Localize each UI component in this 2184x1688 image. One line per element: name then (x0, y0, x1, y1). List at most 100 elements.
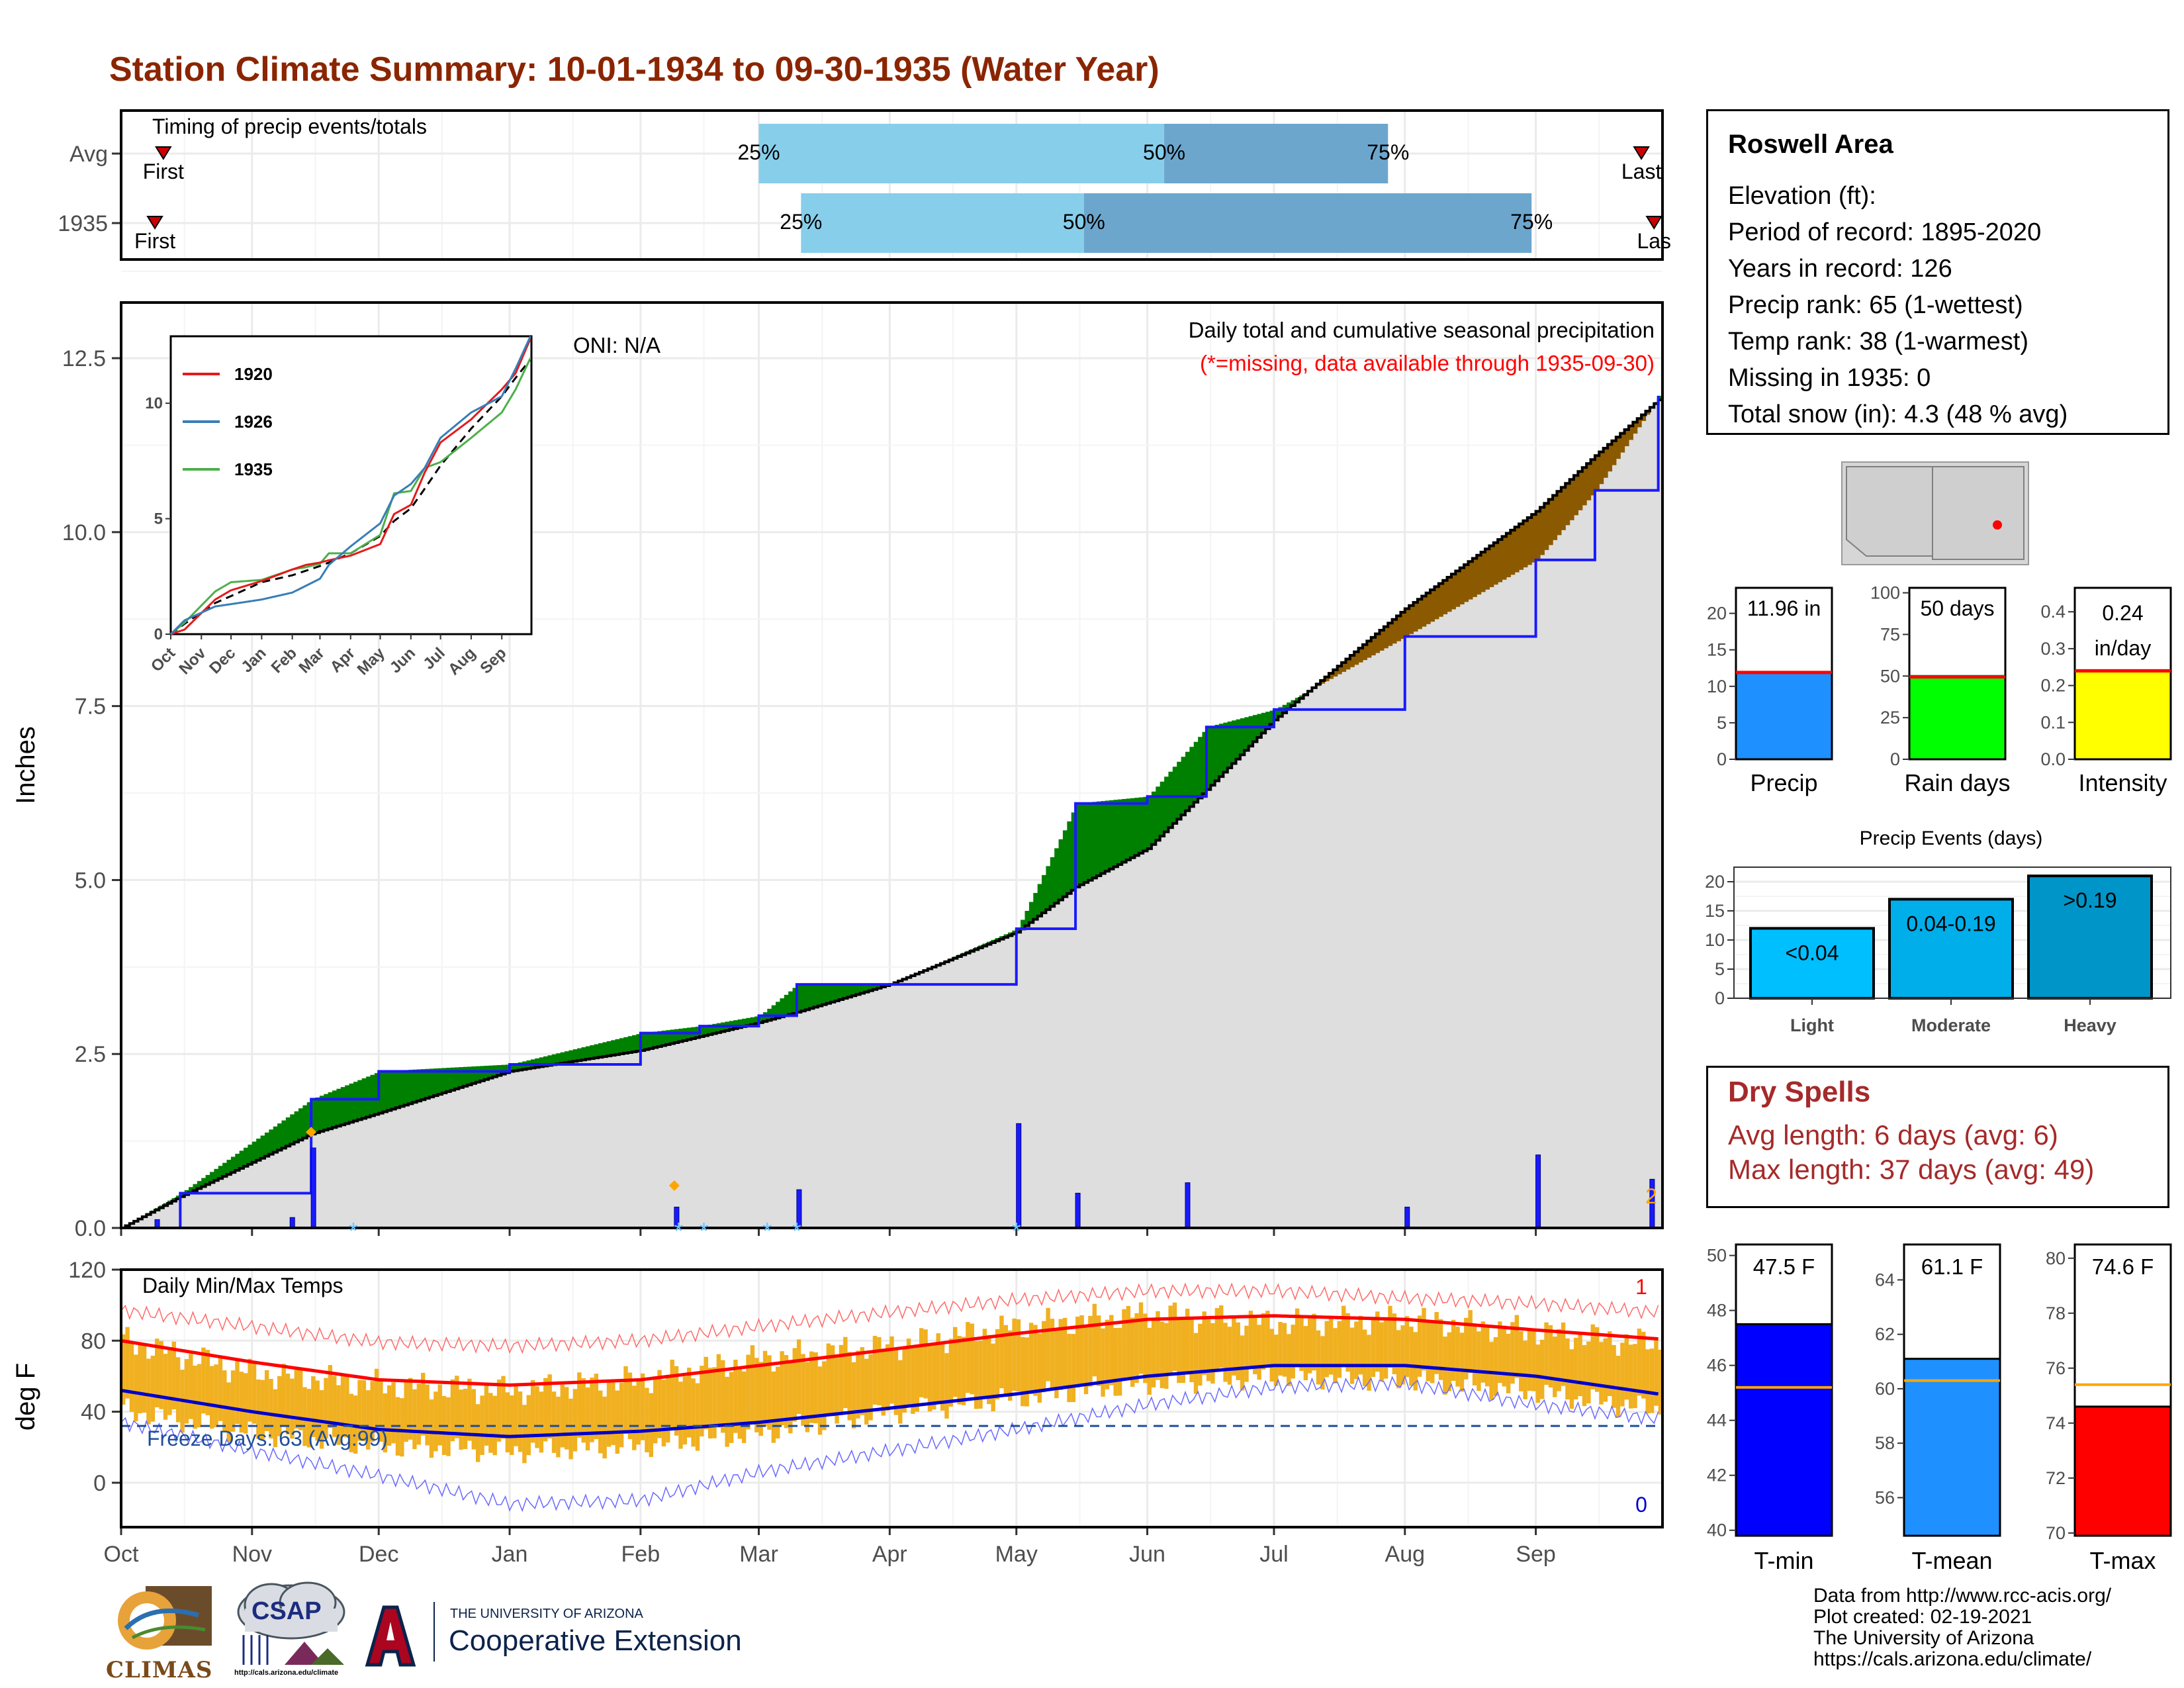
wetter-anomaly-strip (788, 991, 794, 1015)
daily-temp-bar (1645, 1349, 1650, 1414)
daily-temp-bar (784, 1355, 789, 1429)
daily-temp-bar (691, 1378, 696, 1447)
drier-anomaly-strip (1565, 483, 1570, 526)
first-label: First (143, 160, 184, 183)
drier-anomaly-strip (1544, 503, 1549, 550)
wetter-anomaly-strip (700, 1026, 705, 1037)
temp-ytick-label: 0 (93, 1471, 106, 1496)
daily-temp-bar (138, 1345, 142, 1414)
wetter-anomaly-strip (1096, 801, 1101, 876)
wetter-anomaly-strip (577, 1048, 582, 1061)
daily-temp-bar (1641, 1331, 1646, 1399)
daily-temp-bar (1447, 1332, 1451, 1391)
timing-bar-50-75 (1164, 124, 1388, 183)
wetter-anomaly-strip (441, 1068, 447, 1094)
drier-anomaly-strip (1367, 641, 1372, 658)
wetter-anomaly-strip (606, 1041, 612, 1056)
wetter-anomaly-strip (1134, 798, 1140, 856)
temp-summary-fill (1903, 1358, 2001, 1537)
snow-asterisk-icon: * (1012, 1217, 1021, 1244)
daily-temp-bar (1079, 1315, 1084, 1387)
events-frame (1733, 867, 2171, 999)
daily-temp-bar (1210, 1323, 1215, 1384)
daily-temp-bar (1582, 1345, 1587, 1407)
daily-temp-bar (877, 1336, 882, 1406)
wetter-anomaly-strip (776, 1002, 781, 1018)
daily-precip-bar (1185, 1182, 1191, 1229)
daily-temp-bar (488, 1393, 493, 1453)
daily-temp-bar (501, 1376, 506, 1439)
daily-temp-bar (1506, 1333, 1511, 1393)
month-axis-label: Oct (104, 1542, 139, 1567)
station-line-missing: Missing in 1935: 0 (1728, 364, 1931, 392)
daily-temp-bar (315, 1380, 320, 1441)
avg-min-line (120, 1364, 1659, 1438)
daily-temp-bar (1117, 1327, 1122, 1396)
daily-temp-bar (1539, 1339, 1545, 1399)
drier-anomaly-strip (1422, 596, 1427, 627)
wetter-anomaly-strip (1033, 892, 1038, 919)
month-axis-label: Sep (1516, 1542, 1556, 1567)
wetter-anomaly-strip (1253, 715, 1258, 742)
temp-summary-tick-label: 76 (2046, 1358, 2066, 1378)
daily-temp-bar (547, 1374, 552, 1438)
wetter-anomaly-strip (877, 984, 882, 988)
wetter-anomaly-strip (1261, 712, 1266, 733)
wetter-anomaly-strip (1122, 799, 1127, 863)
event-category-label: Light (1790, 1015, 1834, 1035)
daily-temp-bar (893, 1350, 899, 1415)
daily-temp-bar (175, 1357, 181, 1423)
inset-ytick-label: 10 (145, 395, 163, 412)
daily-temp-bar (1590, 1324, 1595, 1389)
daily-temp-bar (1172, 1302, 1177, 1371)
wetter-anomaly-strip (602, 1042, 608, 1057)
inset-xtick-label: Mar (295, 644, 328, 677)
wetter-anomaly-strip (277, 1123, 283, 1150)
daily-temp-bar (995, 1329, 1000, 1399)
timing-title: Timing of precip events/totals (152, 115, 427, 138)
summary-bar-value: 0.24 (2102, 601, 2143, 625)
daily-temp-bar (1295, 1308, 1300, 1366)
wetter-anomaly-strip (1143, 796, 1148, 851)
wetter-anomaly-strip (1101, 801, 1106, 874)
daily-temp-bar (193, 1365, 197, 1429)
summary-bar-tick-label: 50 (1880, 666, 1900, 686)
wetter-anomaly-strip (535, 1058, 540, 1068)
daily-temp-bar (1012, 1318, 1017, 1391)
events-ytick-label: 5 (1715, 959, 1725, 979)
daily-temp-bar (733, 1360, 738, 1433)
wetter-anomaly-strip (780, 998, 785, 1017)
daily-temp-bar (725, 1376, 729, 1447)
daily-temp-bar (700, 1366, 704, 1436)
station-name: Roswell Area (1728, 130, 1893, 159)
daily-temp-bar (1557, 1329, 1561, 1391)
drier-anomaly-strip (1417, 599, 1422, 630)
wetter-anomaly-strip (826, 984, 831, 1004)
daily-temp-bar (864, 1358, 869, 1425)
temp-ytick-label: 120 (68, 1258, 106, 1283)
first-label: First (134, 229, 175, 253)
wetter-anomaly-strip (501, 1064, 506, 1074)
daily-temp-bar (1477, 1331, 1481, 1391)
month-axis-label: Apr (872, 1542, 907, 1567)
daily-temp-bar (974, 1340, 979, 1409)
daily-temp-bar (1278, 1322, 1283, 1376)
daily-temp-bar (1612, 1344, 1616, 1408)
daily-temp-bar (881, 1350, 886, 1416)
drier-anomaly-strip (1523, 520, 1528, 568)
daily-temp-bar (1523, 1340, 1527, 1399)
wetter-anomaly-strip (455, 1067, 460, 1089)
daily-temp-bar (416, 1383, 422, 1445)
station-location-marker-icon (1993, 520, 2002, 530)
snow-asterisk-icon: * (700, 1217, 709, 1244)
daily-temp-bar (1430, 1323, 1435, 1383)
daily-temp-bar (218, 1357, 223, 1421)
timing-label-75: 75% (1367, 140, 1409, 164)
wetter-anomaly-strip (1168, 771, 1173, 828)
drier-anomaly-strip (1506, 533, 1511, 578)
daily-temp-bar (906, 1338, 911, 1406)
wetter-anomaly-strip (412, 1069, 418, 1103)
daily-temp-bar (999, 1315, 1004, 1389)
wetter-anomaly-strip (670, 1029, 675, 1044)
daily-temp-bar (1422, 1307, 1426, 1371)
